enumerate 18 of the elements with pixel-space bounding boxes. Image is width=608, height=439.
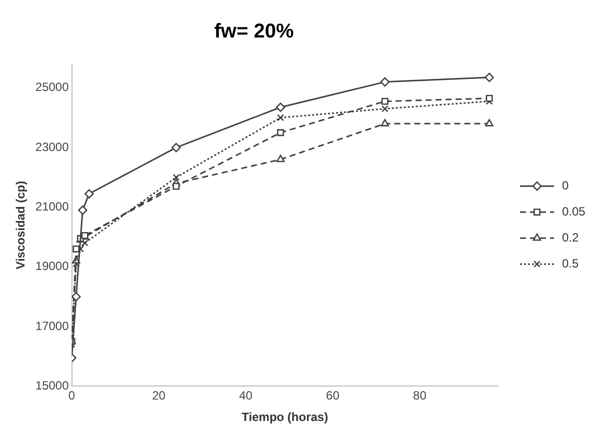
y-tick-label: 25000 xyxy=(35,80,70,94)
y-axis-title: Viscosidad (cp) xyxy=(14,180,28,270)
legend-label: 0.2 xyxy=(562,230,580,244)
legend-label: 0.5 xyxy=(562,256,580,270)
x-tick-label: 40 xyxy=(239,388,253,403)
y-tick-label: 15000 xyxy=(35,378,70,393)
x-tick-label: 0 xyxy=(68,388,76,403)
y-tick-label: 19000 xyxy=(35,259,70,274)
y-tick-label: 17000 xyxy=(35,318,70,333)
legend-label: 0.05 xyxy=(562,204,586,218)
legend-label: 0 xyxy=(562,178,569,192)
x-tick-label: 20 xyxy=(152,388,166,403)
x-tick-label: 80 xyxy=(413,388,427,403)
x-axis-title: Tiempo (horas) xyxy=(242,410,328,424)
x-tick-label: 60 xyxy=(326,388,340,403)
y-tick-label: 23000 xyxy=(35,140,70,154)
chart-title: fw= 20% xyxy=(214,20,294,43)
y-tick-label: 21000 xyxy=(35,200,70,214)
